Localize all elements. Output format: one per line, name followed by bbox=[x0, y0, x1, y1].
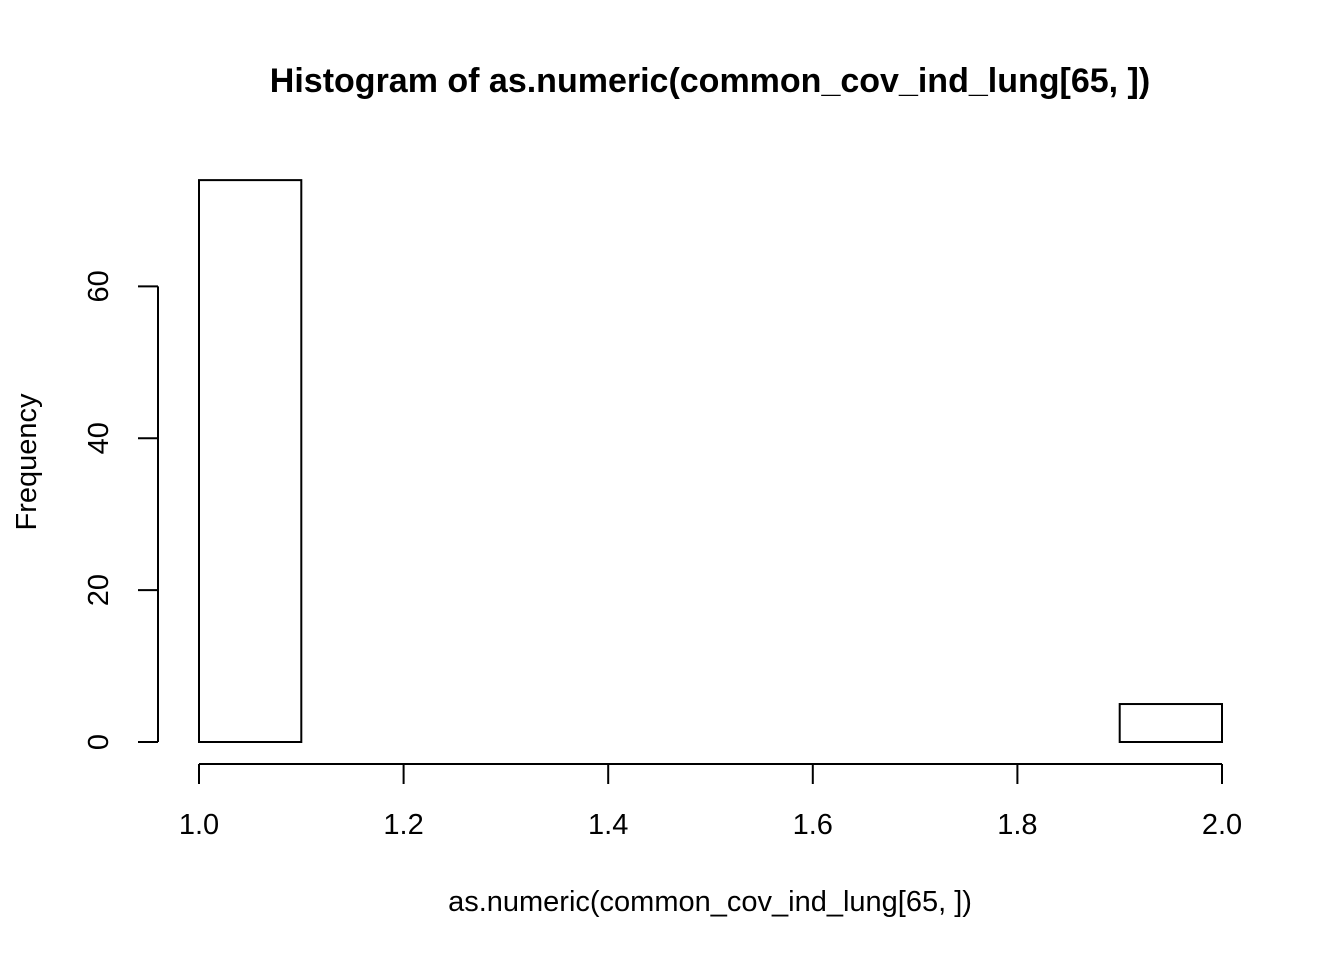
x-axis: 1.0 1.2 1.4 1.6 1.8 2.0 bbox=[179, 763, 1242, 841]
x-tick-label: 1.6 bbox=[793, 809, 833, 841]
histogram-bar-10 bbox=[1118, 703, 1223, 743]
y-tick-label: 20 bbox=[83, 574, 115, 606]
bars-group bbox=[198, 179, 1223, 744]
x-tick-label: 1.2 bbox=[383, 809, 423, 841]
chart-title: Histogram of as.numeric(common_cov_ind_l… bbox=[270, 62, 1150, 100]
y-tick-label: 60 bbox=[83, 270, 115, 302]
y-axis: 0 20 40 60 bbox=[83, 270, 159, 750]
x-tick-label: 1.4 bbox=[588, 809, 628, 841]
y-tick-label: 0 bbox=[83, 734, 115, 750]
x-tick-label: 1.8 bbox=[997, 809, 1037, 841]
x-axis-label: as.numeric(common_cov_ind_lung[65, ]) bbox=[448, 886, 972, 918]
y-axis-label: Frequency bbox=[11, 393, 43, 531]
histogram-bar-1 bbox=[198, 179, 303, 744]
x-tick-label: 1.0 bbox=[179, 809, 219, 841]
x-tick-label: 2.0 bbox=[1202, 809, 1242, 841]
y-tick-label: 40 bbox=[83, 422, 115, 454]
